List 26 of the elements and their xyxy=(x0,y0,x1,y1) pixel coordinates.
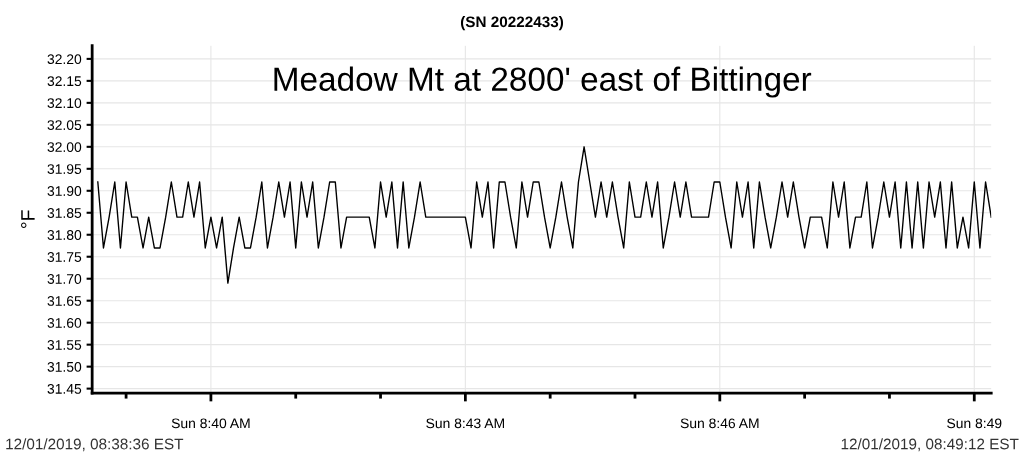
x-tick-label: Sun 8:43 AM xyxy=(426,418,504,429)
chart-subtitle: (SN 20222433) xyxy=(460,16,564,31)
y-tick-label: 31.75 xyxy=(47,252,82,262)
y-tick-label: 31.50 xyxy=(47,361,82,372)
y-axis-title: °F xyxy=(21,210,35,229)
x-tick-label: Sun 8:49 xyxy=(947,418,1002,429)
y-tick-label: 31.65 xyxy=(47,296,82,306)
y-tick-label: 31.60 xyxy=(47,318,82,328)
y-tick-label: 32.20 xyxy=(47,54,82,65)
y-tick-label: 31.95 xyxy=(47,164,82,174)
y-tick-label: 31.80 xyxy=(47,230,82,240)
y-tick-label: 32.15 xyxy=(47,76,82,87)
text: 12/01/2019, 08:49:12 EST xyxy=(841,438,1019,452)
y-tick-label: 31.85 xyxy=(47,208,82,218)
text: 12/01/2019, 08:38:36 EST xyxy=(6,438,184,452)
line-series xyxy=(97,146,992,284)
y-tick-label: 32.05 xyxy=(47,120,82,131)
y-tick-label: 31.45 xyxy=(47,383,82,394)
y-tick-label: 32.00 xyxy=(47,142,82,152)
x-tick-label: Sun 8:40 AM xyxy=(171,418,250,429)
y-tick-label: 32.10 xyxy=(47,98,82,109)
y-tick-label: 31.90 xyxy=(47,186,82,196)
text: Meadow Mt at 2800' east of Bittinger xyxy=(274,66,812,98)
y-tick-label: 31.70 xyxy=(47,274,82,284)
y-tick-label: 31.55 xyxy=(47,339,82,350)
x-tick-label: Sun 8:46 AM xyxy=(680,418,759,429)
